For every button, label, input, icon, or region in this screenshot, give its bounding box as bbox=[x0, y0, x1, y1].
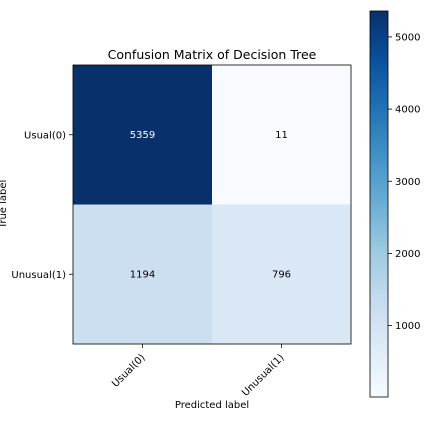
colorbar-tick-label: 5000 bbox=[395, 32, 420, 43]
y-axis-label: True label bbox=[0, 180, 9, 230]
colorbar-ticks: 1000 2000 3000 4000 5000 bbox=[388, 32, 420, 332]
heatmap-cell bbox=[73, 204, 213, 345]
y-axis-ticks: Usual(0) Unusual(1) bbox=[11, 130, 73, 281]
cell-value-label: 11 bbox=[275, 130, 288, 141]
colorbar bbox=[369, 10, 389, 398]
x-tick-label: Unusual(1) bbox=[240, 352, 286, 398]
cell-value-labels: 5359 11 1194 796 bbox=[130, 130, 291, 281]
heatmap-cell bbox=[73, 65, 213, 205]
heatmap-cell bbox=[212, 65, 352, 205]
x-tick-label: Usual(0) bbox=[110, 352, 148, 390]
heatmap-cells bbox=[73, 65, 352, 345]
colorbar-tick-label: 2000 bbox=[395, 249, 420, 260]
colorbar-tick-label: 3000 bbox=[395, 177, 420, 188]
cell-value-label: 796 bbox=[272, 269, 291, 280]
x-axis-label: Predicted label bbox=[175, 400, 249, 411]
y-tick-label: Unusual(1) bbox=[11, 270, 66, 281]
colorbar-tick-label: 1000 bbox=[395, 321, 420, 332]
y-tick-label: Usual(0) bbox=[24, 130, 66, 141]
plot-frame bbox=[72, 64, 352, 345]
x-axis-ticks: Usual(0) Unusual(1) bbox=[110, 344, 287, 399]
cell-value-label: 1194 bbox=[130, 269, 155, 280]
colorbar-tick-label: 4000 bbox=[395, 105, 420, 116]
cell-value-label: 5359 bbox=[130, 130, 155, 141]
heatmap-cell bbox=[212, 204, 352, 345]
chart-title: Confusion Matrix of Decision Tree bbox=[108, 47, 317, 62]
